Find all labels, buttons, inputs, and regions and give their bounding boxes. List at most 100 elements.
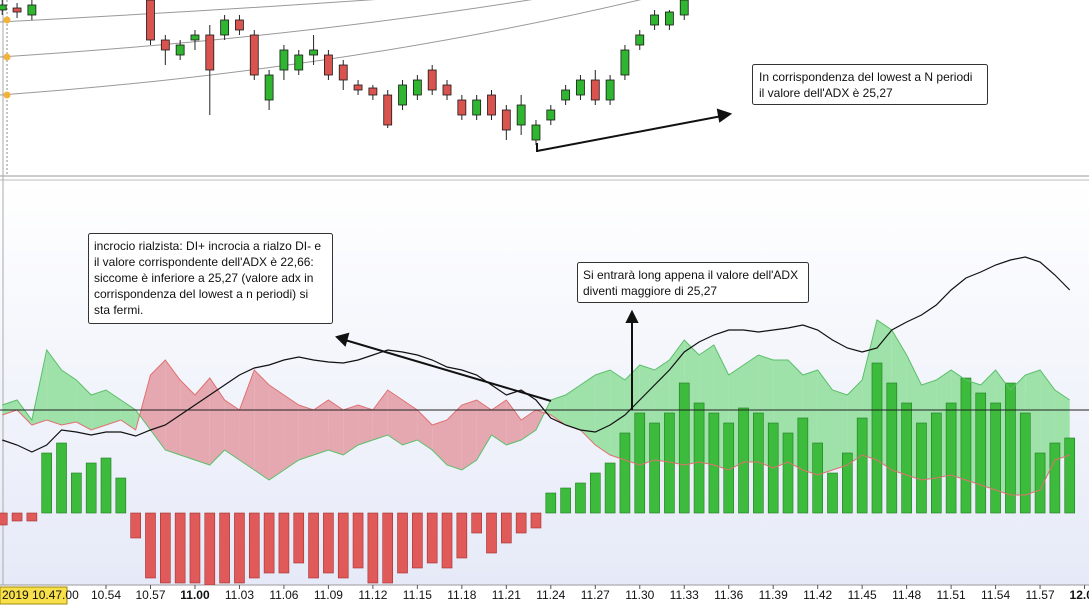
candle-body xyxy=(205,34,215,71)
x-tick-label: 11.42 xyxy=(803,588,832,602)
histogram-bar xyxy=(634,412,646,514)
histogram-bar xyxy=(575,482,586,514)
histogram-bar xyxy=(812,442,823,514)
marker xyxy=(3,16,11,24)
x-tick-label: 12.00 xyxy=(1070,588,1089,602)
histogram-bar xyxy=(901,402,912,514)
histogram-bar xyxy=(990,402,1001,514)
candle-body xyxy=(249,34,259,76)
marker xyxy=(3,91,11,99)
candle-body xyxy=(279,49,289,71)
cloud xyxy=(120,400,136,430)
cloud xyxy=(372,390,388,440)
candle-body xyxy=(146,0,155,41)
cloud xyxy=(106,390,121,425)
note-text: il valore dell'ADX è 25,27 xyxy=(759,86,893,100)
histogram-bar xyxy=(797,417,809,514)
candle-body xyxy=(561,89,571,101)
candle-body xyxy=(0,4,7,11)
histogram-bar xyxy=(337,512,349,579)
cloud xyxy=(358,405,373,445)
histogram-bar xyxy=(412,512,423,569)
x-tick-label: 10.54 xyxy=(91,588,121,602)
fan-arc xyxy=(0,0,533,58)
cloud xyxy=(150,360,166,450)
candle-body xyxy=(516,104,526,126)
candle-body xyxy=(294,54,304,71)
histogram-bar xyxy=(471,512,482,534)
cloud xyxy=(565,385,581,430)
histogram-bar xyxy=(219,512,230,584)
note-text: In corrispondenza del lowest a N periodi xyxy=(759,70,972,84)
candle-body xyxy=(501,109,511,131)
x-tick-label: 11.27 xyxy=(581,588,610,602)
candle-body xyxy=(487,94,496,116)
cloud xyxy=(298,405,314,460)
fan-arc xyxy=(0,0,376,23)
x-tick-label: 11.39 xyxy=(759,588,788,602)
candle-body xyxy=(457,99,467,116)
histogram-bar xyxy=(278,512,290,574)
x-tick-label: 11.18 xyxy=(447,588,476,602)
candle-body xyxy=(353,84,363,91)
histogram-bar xyxy=(530,512,542,529)
x-tick-label: 11.12 xyxy=(358,588,387,602)
histogram-bar xyxy=(248,512,260,579)
histogram-bar xyxy=(397,512,408,574)
cloud xyxy=(239,370,255,470)
histogram-bar xyxy=(782,432,794,514)
histogram-bar xyxy=(515,512,527,534)
x-tick-label: 10.57 xyxy=(135,588,165,602)
x-tick-label: 11.21 xyxy=(492,588,521,602)
arrow-head xyxy=(716,108,733,123)
cloud xyxy=(17,400,32,425)
histogram-bar xyxy=(26,512,38,522)
histogram-bar xyxy=(204,512,216,585)
candle-body xyxy=(220,19,230,36)
note-frame xyxy=(752,64,988,105)
x-tick-label: 11.33 xyxy=(670,588,699,602)
x-axis: 10.54 10.57 11.00 11.03 11.06 11.09 11.12 11.15… xyxy=(91,585,1089,602)
histogram-bar xyxy=(501,512,512,544)
arrow xyxy=(536,115,723,152)
candle-body xyxy=(472,99,482,116)
cloud xyxy=(328,400,344,455)
note-text: siccome è inferiore a 25,27 (valore adx … xyxy=(94,271,313,285)
histogram-bar xyxy=(145,512,156,579)
candle-body xyxy=(398,84,407,106)
candle-body xyxy=(679,0,689,16)
histogram-bar xyxy=(960,377,972,514)
histogram-bar xyxy=(486,512,497,554)
cloud xyxy=(283,395,299,470)
arrow-head xyxy=(625,309,639,323)
cloud xyxy=(417,410,433,450)
cloud xyxy=(76,380,92,430)
histogram-bar xyxy=(71,472,82,514)
histogram-bar xyxy=(738,407,749,514)
histogram-bar xyxy=(1019,412,1031,514)
histogram-bar xyxy=(856,417,868,514)
cloud xyxy=(224,400,240,460)
candle-body xyxy=(235,19,244,31)
histogram-bar xyxy=(916,422,927,514)
note-text: Si entrarà long appena il valore dell'AD… xyxy=(583,268,798,282)
arrow-head xyxy=(335,332,350,347)
candle-body xyxy=(383,94,393,126)
x-tick-label: 11.30 xyxy=(625,588,654,602)
x-tick-label: 11.48 xyxy=(892,588,921,602)
cloud xyxy=(595,370,611,455)
histogram-bar xyxy=(753,412,764,514)
note-text: diventi maggiore di 25,27 xyxy=(583,284,717,298)
price-layer xyxy=(0,0,689,145)
histogram-bar xyxy=(426,512,438,564)
candle-body xyxy=(620,49,630,76)
cloud xyxy=(254,370,270,480)
indicator-layer xyxy=(0,256,1089,585)
candle-body xyxy=(650,14,659,26)
histogram-bar xyxy=(871,362,883,514)
histogram-bar xyxy=(589,472,601,514)
cloud xyxy=(46,350,62,425)
cloud xyxy=(476,400,492,460)
histogram-bar xyxy=(41,452,53,514)
candle-body xyxy=(635,34,645,46)
